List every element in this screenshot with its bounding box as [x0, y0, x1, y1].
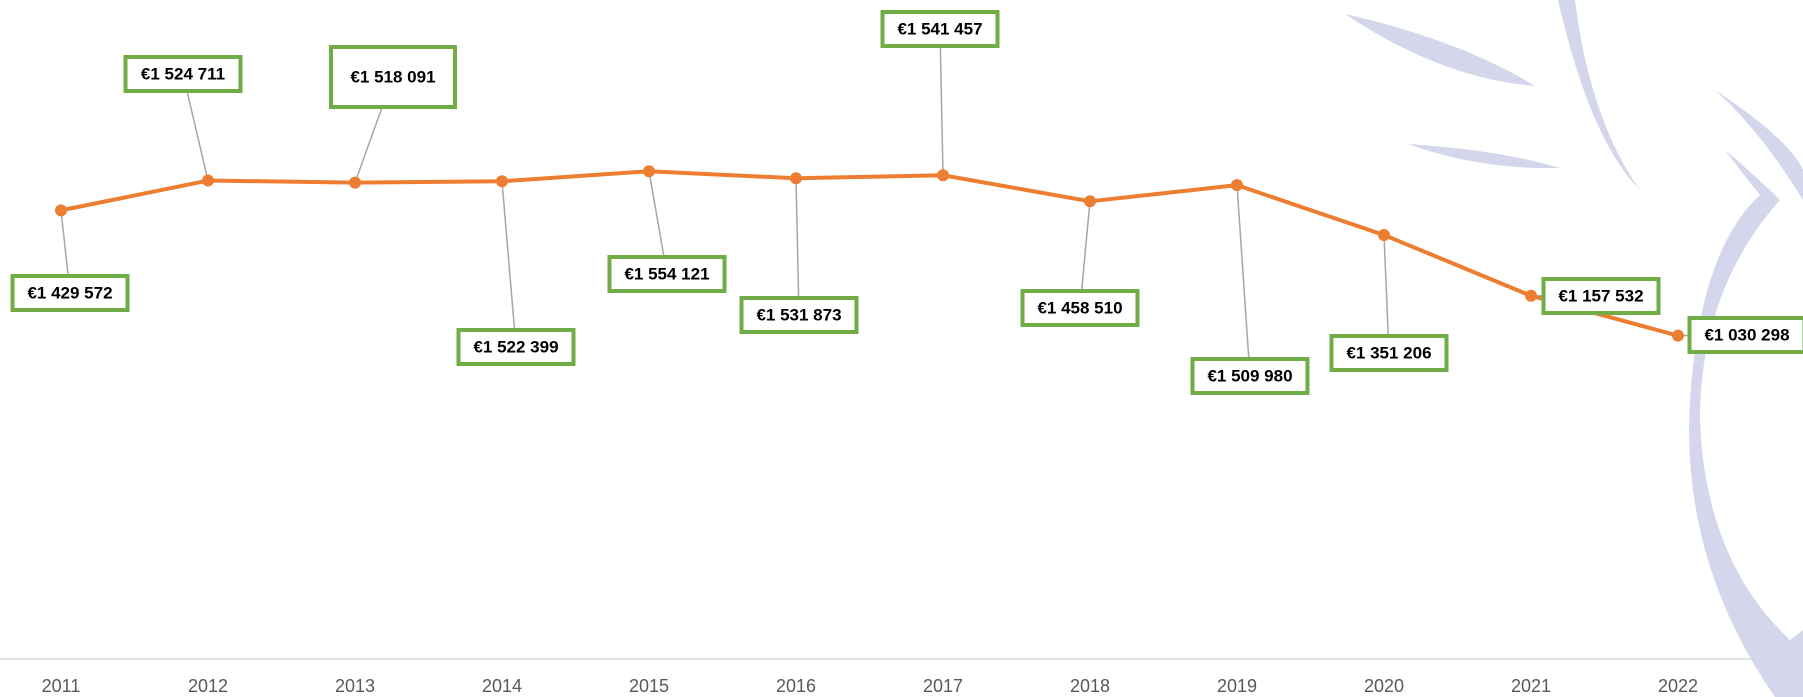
data-label-box [1190, 357, 1310, 395]
data-label: €1 429 572 [27, 283, 112, 302]
data-label-box [1687, 316, 1803, 354]
point [496, 175, 508, 188]
data-label: €1 531 873 [756, 305, 841, 324]
data-label: €1 524 711 [141, 64, 225, 83]
x-tick-label: 2015 [629, 676, 669, 696]
data-label: €1 030 298 [1704, 325, 1789, 344]
data-label: €1 541 457 [897, 19, 982, 38]
data-label-box [1329, 334, 1449, 372]
x-tick-label: 2012 [188, 676, 228, 696]
point [1084, 195, 1096, 208]
x-tick-label: 2022 [1658, 676, 1698, 696]
data-label-box [123, 55, 243, 93]
data-label-box [1541, 277, 1661, 315]
data-label: €1 157 532 [1558, 286, 1643, 305]
data-label-box [456, 328, 576, 366]
data-label: €1 509 980 [1207, 366, 1292, 385]
data-label: €1 351 206 [1346, 343, 1431, 362]
point [937, 169, 949, 182]
point [1525, 289, 1537, 302]
data-label-box [880, 10, 1000, 48]
point [55, 204, 67, 217]
x-tick-label: 2016 [776, 676, 816, 696]
point [1672, 329, 1684, 342]
leader-line [1383, 234, 1390, 354]
point [202, 174, 214, 187]
x-tick-label: 2021 [1511, 676, 1551, 696]
point [1378, 228, 1390, 241]
x-tick-label: 2017 [923, 676, 963, 696]
data-label: €1 522 399 [473, 337, 558, 356]
x-tick-label: 2018 [1070, 676, 1110, 696]
point [349, 176, 361, 189]
data-label-box [329, 45, 457, 109]
x-tick-label: 2013 [335, 676, 375, 696]
leader-line [939, 28, 944, 176]
data-label-box [1020, 289, 1140, 327]
data-label-box [10, 274, 130, 312]
leader-line [1236, 185, 1251, 377]
x-tick-label: 2020 [1364, 676, 1404, 696]
data-label-box [607, 255, 727, 293]
point [643, 165, 655, 178]
data-label-box [739, 296, 859, 334]
data-label: €1 554 121 [624, 264, 709, 283]
line [60, 169, 1679, 338]
data-label: €1 458 510 [1037, 298, 1122, 317]
leader-line [795, 178, 800, 316]
background-decoration [1345, 0, 1803, 697]
leader-line [501, 181, 517, 348]
x-tick-label: 2011 [42, 676, 81, 696]
x-tick-label: 2014 [482, 676, 522, 696]
point [1231, 179, 1243, 192]
point [790, 172, 802, 185]
x-tick-label: 2019 [1217, 676, 1257, 696]
data-label: €1 518 091 [350, 67, 435, 86]
